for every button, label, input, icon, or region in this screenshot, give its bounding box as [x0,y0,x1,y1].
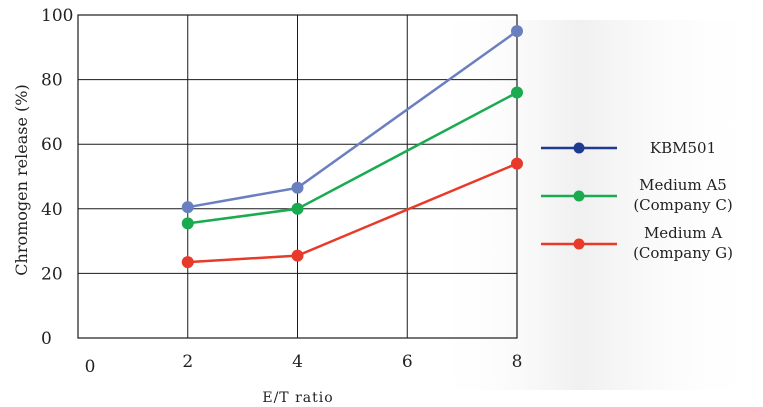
legend-label-2-1: (Company G) [633,244,733,262]
x-tick-label-3: 6 [402,352,413,372]
x-tick-label-2: 4 [292,352,303,372]
legend-marker-0 [573,142,585,154]
data-point-s2-2 [511,157,523,170]
tick-labels: 0 20 40 60 80 100 0 2 4 6 8 [41,6,522,377]
data-point-s0-0 [181,201,194,214]
data-point-s1-1 [291,202,304,215]
data-point-s1-0 [181,217,194,230]
legend-marker-2 [573,238,585,250]
data-point-s2-0 [181,256,194,269]
legend-label-1-0: Medium A5 [639,176,727,194]
y-tick-label-0: 0 [41,329,52,349]
background-shade [430,20,763,390]
data-point-s1-2 [511,86,523,99]
x-axis-title: E/T ratio [262,390,333,406]
legend-label-1-1: (Company C) [633,196,732,214]
legend-marker-1 [573,190,585,202]
legend: KBM501 Medium A5 (Company C) Medium A (Compa… [541,139,733,262]
y-axis-title: Chromogen release (%) [12,84,31,275]
y-tick-label-4: 80 [41,71,63,91]
legend-label-0-0: KBM501 [650,139,716,157]
y-tick-label-1: 20 [41,264,63,284]
data-point-s0-2 [511,25,523,38]
x-tick-label-4: 8 [512,352,523,372]
x-tick-label-0: 0 [85,357,96,377]
y-tick-label-5: 100 [41,6,73,26]
series-group [181,25,523,269]
y-tick-label-2: 40 [41,200,63,220]
y-tick-label-3: 60 [41,135,63,155]
plot-frame [77,14,518,339]
data-point-s0-1 [291,181,304,194]
x-tick-label-1: 2 [182,352,193,372]
legend-label-2-0: Medium A [644,224,722,242]
data-point-s2-1 [291,249,304,262]
